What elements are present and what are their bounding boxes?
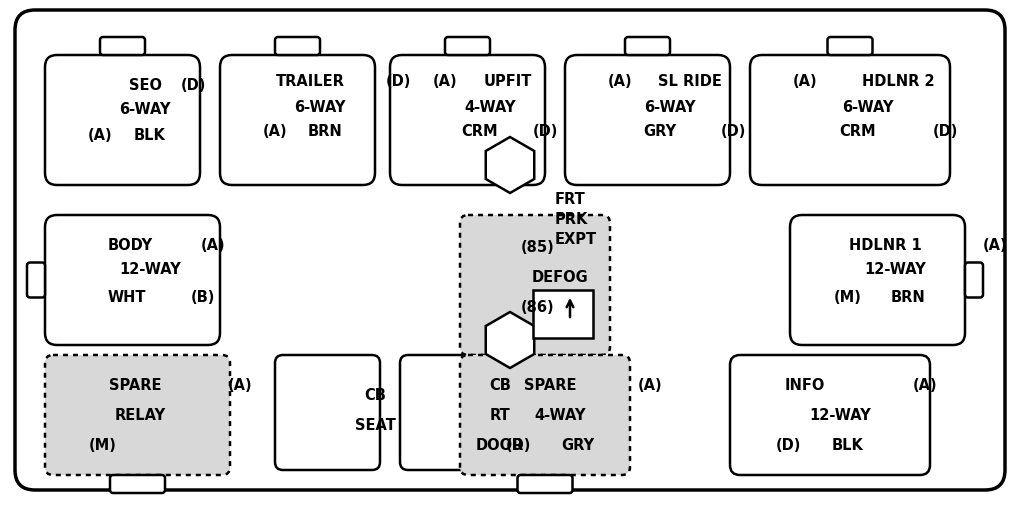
Text: BRN: BRN [307, 125, 342, 139]
Text: (A): (A) [263, 125, 288, 139]
Text: RT: RT [489, 408, 510, 422]
Text: INFO: INFO [784, 378, 825, 392]
FancyBboxPatch shape [625, 37, 670, 55]
Text: (A): (A) [983, 237, 1008, 252]
Text: BODY: BODY [108, 237, 153, 252]
Text: (D): (D) [532, 125, 558, 139]
Text: (86): (86) [521, 301, 555, 315]
Text: (D): (D) [180, 78, 206, 92]
FancyBboxPatch shape [110, 475, 165, 493]
FancyBboxPatch shape [730, 355, 930, 475]
Text: PRK: PRK [555, 212, 589, 228]
Text: (D): (D) [385, 75, 411, 90]
Text: WHT: WHT [108, 289, 146, 305]
Text: FRT: FRT [555, 193, 586, 207]
Text: GRY: GRY [561, 438, 595, 453]
Text: 6-WAY: 6-WAY [843, 99, 894, 115]
FancyBboxPatch shape [220, 55, 375, 185]
FancyBboxPatch shape [275, 355, 380, 470]
FancyBboxPatch shape [445, 37, 490, 55]
FancyBboxPatch shape [45, 215, 220, 345]
Text: 6-WAY: 6-WAY [119, 102, 171, 118]
FancyBboxPatch shape [965, 263, 983, 298]
Text: (A): (A) [793, 75, 817, 90]
Text: CB: CB [365, 387, 386, 403]
Text: (A): (A) [607, 75, 632, 90]
Text: SPARE: SPARE [523, 378, 577, 392]
Text: 12-WAY: 12-WAY [864, 263, 926, 277]
Text: (85): (85) [521, 240, 555, 256]
FancyBboxPatch shape [275, 37, 319, 55]
Text: (A): (A) [201, 237, 225, 252]
Text: (D): (D) [720, 125, 745, 139]
Text: 4-WAY: 4-WAY [464, 99, 516, 115]
Text: (D): (D) [505, 438, 530, 453]
Text: (A): (A) [88, 127, 113, 142]
Text: (A): (A) [912, 378, 937, 392]
FancyBboxPatch shape [565, 55, 730, 185]
FancyBboxPatch shape [45, 55, 200, 185]
Text: HDLNR 1: HDLNR 1 [849, 237, 922, 252]
Text: GRY: GRY [643, 125, 677, 139]
Text: (A): (A) [227, 378, 252, 392]
FancyBboxPatch shape [460, 215, 610, 355]
Text: TRAILER: TRAILER [275, 75, 344, 90]
Text: SPARE: SPARE [109, 378, 161, 392]
FancyBboxPatch shape [460, 355, 630, 475]
FancyBboxPatch shape [400, 355, 505, 470]
Text: 12-WAY: 12-WAY [809, 408, 870, 422]
Text: CB: CB [489, 378, 511, 392]
Text: HDLNR 2: HDLNR 2 [861, 75, 934, 90]
Text: BLK: BLK [833, 438, 864, 453]
Text: BRN: BRN [891, 289, 926, 305]
Text: RELAY: RELAY [115, 408, 166, 422]
Text: CRM: CRM [462, 125, 499, 139]
FancyBboxPatch shape [45, 355, 230, 475]
Text: (D): (D) [932, 125, 957, 139]
Text: 6-WAY: 6-WAY [644, 99, 695, 115]
Text: SL RIDE: SL RIDE [658, 75, 722, 90]
Bar [534, 290, 593, 338]
Text: (A): (A) [433, 75, 458, 90]
Text: 4-WAY: 4-WAY [535, 408, 586, 422]
Text: (B): (B) [190, 289, 215, 305]
Text: SEAT: SEAT [354, 417, 395, 432]
Polygon shape [485, 312, 535, 368]
Text: (M): (M) [835, 289, 862, 305]
Text: (A): (A) [638, 378, 663, 392]
Polygon shape [485, 137, 535, 193]
Text: DOOR: DOOR [476, 438, 524, 453]
Text: BLK: BLK [134, 127, 166, 142]
FancyBboxPatch shape [390, 55, 545, 185]
FancyBboxPatch shape [750, 55, 950, 185]
Text: CRM: CRM [840, 125, 877, 139]
Text: (D): (D) [775, 438, 801, 453]
Text: 12-WAY: 12-WAY [119, 263, 181, 277]
FancyBboxPatch shape [27, 263, 45, 298]
FancyBboxPatch shape [517, 475, 572, 493]
Text: UPFIT: UPFIT [483, 75, 532, 90]
Text: SEO: SEO [128, 78, 162, 92]
Text: 6-WAY: 6-WAY [294, 99, 346, 115]
FancyBboxPatch shape [15, 10, 1005, 490]
Text: EXPT: EXPT [555, 233, 597, 247]
FancyBboxPatch shape [790, 215, 965, 345]
FancyBboxPatch shape [827, 37, 872, 55]
FancyBboxPatch shape [100, 37, 145, 55]
Text: DEFOG: DEFOG [531, 271, 589, 285]
Text: (M): (M) [89, 438, 117, 453]
